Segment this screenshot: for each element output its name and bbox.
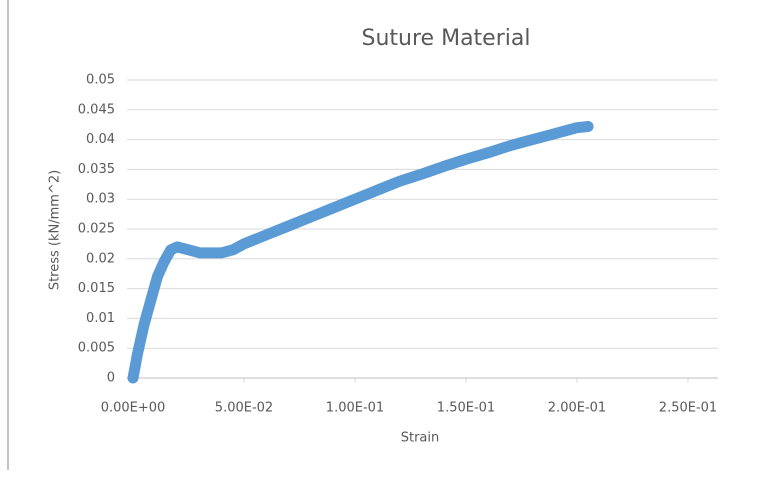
y-tick-label: 0.045 xyxy=(78,102,115,117)
y-tick-label: 0 xyxy=(107,371,115,386)
y-tick-label: 0.04 xyxy=(86,132,115,147)
y-tick-label: 0.01 xyxy=(86,311,115,326)
x-tick-label: 1.00E-01 xyxy=(326,401,384,416)
y-tick-label: 0.03 xyxy=(86,192,115,207)
y-tick-label: 0.035 xyxy=(78,162,115,177)
y-tick-label: 0.02 xyxy=(86,251,115,266)
x-tick-label: 2.50E-01 xyxy=(659,401,717,416)
x-tick-label: 2.00E-01 xyxy=(548,401,606,416)
y-tick-label: 0.015 xyxy=(78,281,115,296)
x-tick-label: 5.00E-02 xyxy=(215,401,273,416)
y-axis-label: Stress (kN/mm^2) xyxy=(48,170,63,290)
data-series xyxy=(127,120,594,384)
y-tick-label: 0.025 xyxy=(78,222,115,237)
y-tick-label: 0.005 xyxy=(78,341,115,356)
x-tick-label: 0.00E+00 xyxy=(101,401,166,416)
chart-title: Suture Material xyxy=(362,26,531,51)
x-axis-label: Strain xyxy=(401,431,440,446)
y-tick-label: 0.05 xyxy=(86,73,115,88)
x-tick-label: 1.50E-01 xyxy=(437,401,495,416)
